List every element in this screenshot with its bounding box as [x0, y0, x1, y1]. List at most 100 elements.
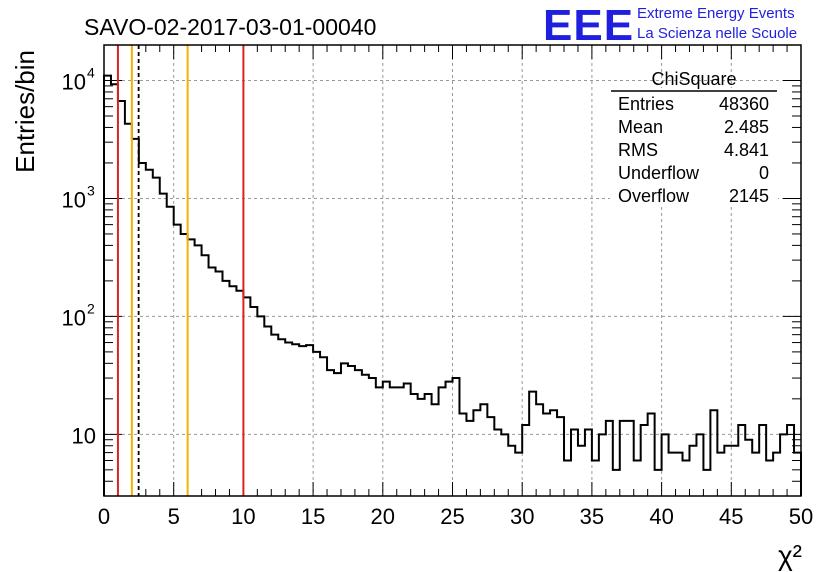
histogram-bin — [641, 425, 648, 496]
histogram-bin — [689, 446, 696, 496]
y-tick-label: 10 4 — [62, 65, 95, 95]
histogram-bin — [473, 410, 480, 496]
stats-row-label: Overflow — [618, 186, 690, 206]
x-tick-label: 40 — [649, 504, 673, 529]
histogram-bin — [557, 417, 564, 496]
histogram-bin — [125, 124, 132, 496]
histogram-bin — [250, 307, 257, 496]
histogram-bin — [432, 404, 439, 496]
stats-box: ChiSquare Entries 48360 Mean 2.485 RMS 4.841 U… — [610, 69, 778, 206]
histogram-bin — [174, 225, 181, 496]
histogram-bin — [411, 394, 418, 496]
x-tick-label: 15 — [301, 504, 325, 529]
histogram-bin — [522, 425, 529, 496]
histogram-bin — [592, 460, 599, 496]
logo-line-1: Extreme Energy Events — [637, 5, 795, 22]
histogram-bin — [731, 446, 738, 496]
histogram-bin — [195, 245, 202, 496]
histogram-bin — [139, 163, 146, 496]
histogram-bin — [313, 352, 320, 496]
histogram-bin — [487, 417, 494, 496]
histogram-bin — [710, 410, 717, 496]
x-tick-label: 25 — [440, 504, 464, 529]
histogram-bin — [236, 291, 243, 496]
histogram-bin — [299, 346, 306, 496]
histogram-bin — [285, 343, 292, 496]
x-tick-label: 30 — [510, 504, 534, 529]
y-tick-label: 10 — [72, 423, 96, 448]
histogram-bin — [745, 440, 752, 496]
histogram-bin — [766, 460, 773, 496]
histogram-bin — [104, 76, 111, 496]
histogram-bin — [334, 373, 341, 496]
histogram-bin — [278, 339, 285, 496]
histogram-bin — [550, 410, 557, 496]
histogram-bin — [543, 414, 550, 496]
stats-row-value: 2145 — [729, 186, 769, 206]
histogram-bin — [167, 207, 174, 496]
y-tick-label-exponent: 4 — [87, 65, 95, 81]
stats-row: Mean 2.485 — [618, 117, 769, 137]
logo-mark: EEE — [543, 1, 634, 50]
histogram-bin — [494, 429, 501, 496]
histogram-bin — [376, 387, 383, 496]
y-tick-label: 10 2 — [62, 300, 95, 330]
histogram-bin — [696, 434, 703, 496]
histogram-bin — [703, 470, 710, 496]
histogram-bin — [508, 446, 515, 496]
histogram-bin — [264, 327, 271, 496]
stats-box-background — [610, 88, 778, 206]
histogram-bin — [383, 382, 390, 496]
histogram-bin — [327, 370, 334, 496]
stats-row: Overflow 2145 — [618, 186, 769, 206]
histogram-bin — [453, 378, 460, 496]
histogram-bin — [738, 425, 745, 496]
histogram-bin — [480, 404, 487, 496]
y-tick-label: 10 3 — [62, 182, 95, 212]
histogram-bin — [397, 387, 404, 496]
histogram-bin — [780, 434, 787, 496]
eee-logo: EEE Extreme Energy Events La Scienza nel… — [543, 1, 797, 50]
histogram-bin — [515, 453, 522, 496]
histogram-bin — [787, 425, 794, 496]
histogram-bin — [627, 421, 634, 496]
stats-row: Entries 48360 — [618, 94, 769, 114]
histogram-bin — [564, 460, 571, 496]
reference-lines — [116, 45, 245, 496]
histogram-bin — [362, 375, 369, 496]
histogram-bin — [683, 460, 690, 496]
histogram-bin — [369, 378, 376, 496]
x-tick-label: 45 — [719, 504, 743, 529]
x-axis-label: χ² — [778, 540, 802, 571]
histogram-bin — [160, 194, 167, 496]
histogram-bin — [501, 434, 508, 496]
histogram-bin — [794, 453, 801, 496]
histogram-bin — [188, 239, 195, 496]
y-tick-label-base: 10 — [62, 187, 86, 212]
histogram-bin — [146, 170, 153, 496]
histogram-bin — [425, 394, 432, 496]
histogram-bin — [229, 286, 236, 496]
histogram-bin — [306, 345, 313, 496]
histogram-bin — [153, 178, 160, 496]
histogram-bin — [529, 392, 536, 496]
x-tick-label: 0 — [98, 504, 110, 529]
histogram-bin — [648, 414, 655, 496]
y-tick-label-base: 10 — [62, 305, 86, 330]
histogram-bin — [292, 344, 299, 496]
plot-frame — [103, 44, 802, 497]
stats-box-title: ChiSquare — [651, 69, 736, 89]
histogram-bin — [355, 370, 362, 496]
x-tick-label: 20 — [371, 504, 395, 529]
histogram-bin — [404, 383, 411, 496]
histogram-bin — [759, 425, 766, 496]
histogram-bin — [181, 234, 188, 496]
histogram-bin — [348, 366, 355, 496]
stats-row-label: RMS — [618, 140, 658, 160]
histogram-bin — [752, 453, 759, 496]
histogram-bin — [606, 421, 613, 496]
histogram-bin — [466, 421, 473, 496]
logo-line-2: La Scienza nelle Scuole — [637, 25, 797, 42]
histogram-bin — [655, 470, 662, 496]
